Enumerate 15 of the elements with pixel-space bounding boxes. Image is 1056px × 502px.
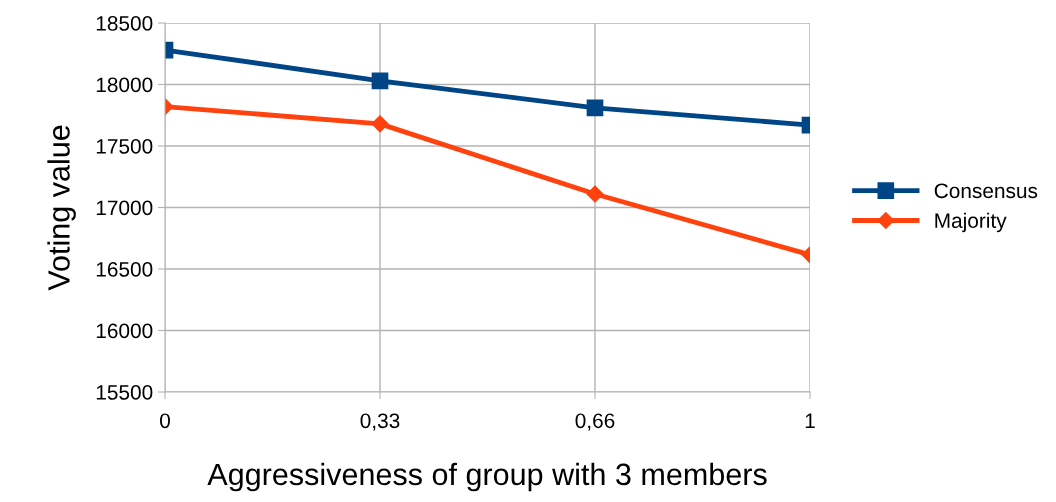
y-tick-label: 16500 <box>96 262 153 277</box>
y-tick-label: 16000 <box>96 323 153 339</box>
y-tick-label: 17500 <box>96 139 153 154</box>
legend-label: Consensus <box>934 183 1038 199</box>
y-tick-label: 15500 <box>96 385 153 400</box>
x-tick-label: 0,33 <box>360 413 400 431</box>
y-tick-label: 18500 <box>96 16 153 31</box>
x-tick-label: 1 <box>805 413 815 428</box>
x-tick-label: 0 <box>160 413 170 429</box>
x-tick-label: 0,66 <box>575 413 615 431</box>
y-tick-label: 18000 <box>96 77 153 93</box>
y-axis-title: Voting value <box>47 125 76 291</box>
y-tick-label: 17000 <box>96 200 153 216</box>
x-axis-title: Aggressiveness of group with 3 members <box>207 462 767 492</box>
legend-label: Majority <box>935 212 1007 233</box>
